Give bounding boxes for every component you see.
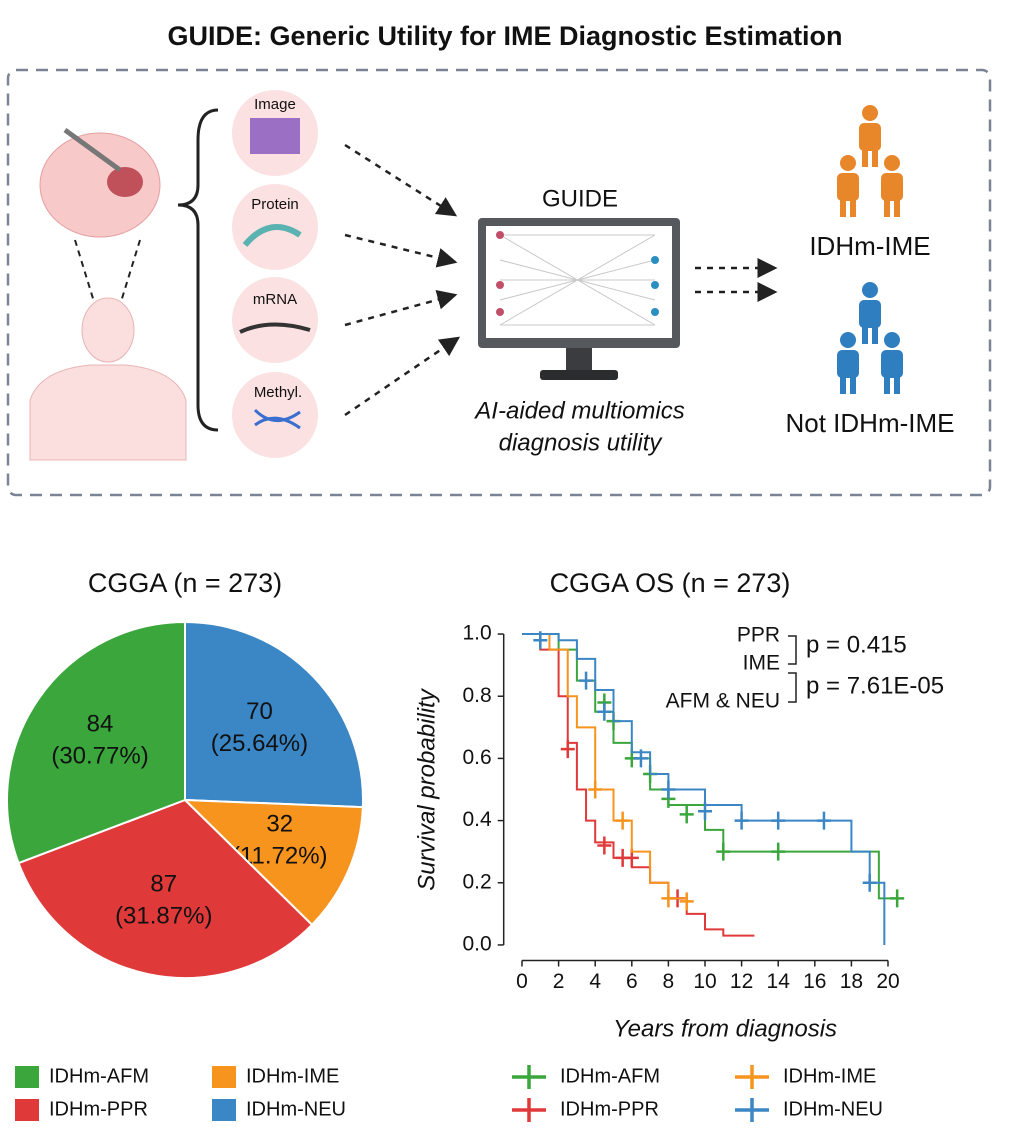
- brace: [177, 108, 219, 432]
- legend-label: IDHm-IME: [783, 1065, 876, 1087]
- x-tick-label: 14: [767, 970, 791, 993]
- legend-label: IDHm-NEU: [783, 1098, 883, 1120]
- censor-mark: [716, 842, 731, 861]
- censor-mark: [633, 749, 648, 768]
- figure-title: GUIDE: Generic Utility for IME Diagnosti…: [167, 21, 842, 51]
- censor-mark: [661, 780, 676, 799]
- input-label: Image: [254, 96, 296, 113]
- people-orange: [837, 105, 903, 217]
- y-tick-label: 0.8: [462, 684, 491, 707]
- censor-mark: [597, 836, 612, 855]
- censor-mark: [862, 873, 877, 892]
- km-title: CGGA OS (n = 273): [550, 568, 791, 598]
- censor-mark: [597, 702, 612, 721]
- pie-slice: [184, 620, 364, 809]
- x-tick-label: 20: [876, 970, 899, 993]
- legend-swatch: [212, 1066, 236, 1088]
- censor-mark: [698, 802, 712, 821]
- pie-value-label: 70: [246, 698, 273, 725]
- x-tick-label: 6: [626, 970, 638, 993]
- p-value: p = 0.415: [806, 631, 907, 658]
- bracket: [788, 672, 797, 703]
- survival-curve: [522, 633, 688, 902]
- model-caption: AI-aided multiomics: [473, 397, 684, 424]
- input-label: Methyl.: [254, 384, 302, 401]
- x-tick-label: 4: [589, 970, 601, 993]
- censor-mark: [615, 811, 630, 830]
- pie-percent-label: (31.87%): [115, 902, 212, 929]
- pie-slice: [182, 798, 364, 927]
- y-tick-label: 0.4: [462, 808, 492, 831]
- legend-swatch: [212, 1099, 236, 1121]
- y-tick-label: 1.0: [462, 622, 491, 645]
- x-axis-label: Years from diagnosis: [613, 1015, 837, 1042]
- censor-mark: [816, 811, 831, 830]
- pie-value-label: 84: [87, 711, 114, 738]
- x-tick-label: 10: [693, 970, 716, 993]
- legend-label: IDHm-AFM: [560, 1065, 660, 1087]
- censor-mark: [890, 889, 905, 908]
- legend-label: IDHm-NEU: [246, 1098, 346, 1120]
- input-icons: [232, 90, 318, 458]
- y-tick-label: 0.6: [462, 746, 491, 769]
- censor-mark: [588, 780, 603, 799]
- arrows: [344, 143, 778, 417]
- output-label: IDHm-IME: [809, 231, 930, 261]
- people-blue: [837, 282, 903, 394]
- output-label: Not IDHm-IME: [786, 408, 955, 438]
- legend-marker: [735, 1098, 769, 1122]
- censor-mark: [771, 842, 786, 861]
- pie-value-label: 87: [150, 870, 177, 897]
- input-label: mRNA: [253, 291, 297, 308]
- panel-box: [6, 68, 992, 497]
- annotation: IME: [743, 652, 780, 675]
- pie-slice: [17, 798, 314, 979]
- bracket: [788, 635, 797, 665]
- x-tick-label: 16: [803, 970, 826, 993]
- legend-label: IDHm-PPR: [560, 1098, 659, 1120]
- censor-mark: [771, 811, 786, 830]
- brain-icon: [39, 127, 161, 238]
- model-label: GUIDE: [542, 185, 618, 212]
- legend-marker: [512, 1098, 546, 1122]
- person-icon: [29, 297, 187, 461]
- pie-slice: [6, 620, 186, 865]
- legend-label: IDHm-AFM: [49, 1065, 149, 1087]
- x-tick-label: 18: [840, 970, 863, 993]
- legend-swatch: [15, 1099, 39, 1121]
- y-tick-label: 0.0: [462, 933, 491, 956]
- censor-mark: [734, 811, 749, 830]
- pie-value-label: 32: [266, 810, 293, 837]
- legend-swatch: [15, 1066, 39, 1088]
- input-label: Protein: [251, 196, 299, 213]
- x-tick-label: 8: [663, 970, 675, 993]
- pie-title: CGGA (n = 273): [88, 568, 282, 598]
- censor-mark: [533, 631, 548, 650]
- legend-marker: [512, 1065, 546, 1089]
- model-caption: diagnosis utility: [499, 429, 664, 456]
- y-tick-label: 0.2: [462, 870, 491, 893]
- pie-percent-label: (30.77%): [51, 743, 148, 770]
- legend-marker: [735, 1065, 769, 1089]
- censor-mark: [560, 740, 575, 759]
- x-tick-label: 0: [516, 970, 528, 993]
- p-value: p = 7.61E-05: [806, 672, 944, 699]
- survival-curve: [522, 633, 755, 937]
- censor-mark: [679, 892, 694, 911]
- legend-label: IDHm-PPR: [49, 1098, 148, 1120]
- annotation: AFM & NEU: [666, 690, 780, 713]
- pie-percent-label: (25.64%): [211, 730, 308, 757]
- survival-curve: [522, 633, 886, 945]
- legend-label: IDHm-IME: [246, 1065, 339, 1087]
- censor-mark: [661, 889, 676, 908]
- y-axis-label: Survival probability: [413, 687, 440, 890]
- censor-mark: [679, 805, 694, 824]
- x-tick-label: 12: [730, 970, 753, 993]
- monitor-icon: [478, 218, 680, 380]
- x-tick-label: 2: [553, 970, 565, 993]
- censor-mark: [579, 671, 594, 690]
- annotation: PPR: [737, 624, 780, 647]
